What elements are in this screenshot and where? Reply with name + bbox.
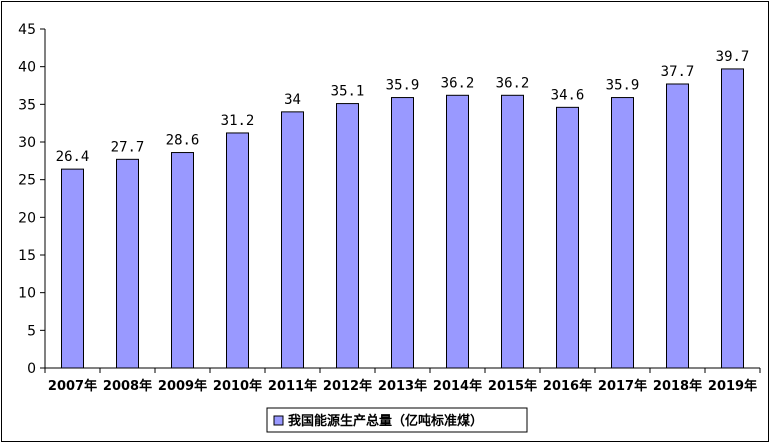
bar-2011年[interactable] <box>281 111 304 369</box>
x-tick-label: 2013年 <box>378 378 427 394</box>
data-label: 39.7 <box>716 49 750 65</box>
bar-2015年[interactable] <box>501 94 524 369</box>
bar-2019年[interactable] <box>721 68 744 369</box>
x-tick-label: 2017年 <box>598 378 647 394</box>
y-tick-label: 15 <box>18 248 36 264</box>
legend-box <box>266 407 528 433</box>
y-tick-label: 10 <box>18 286 36 302</box>
y-tick-label: 25 <box>18 173 36 189</box>
x-tick-label: 2011年 <box>268 378 317 394</box>
bar-2016年[interactable] <box>556 106 579 369</box>
y-tick-label: 0 <box>27 361 36 377</box>
data-label: 34.6 <box>551 87 585 103</box>
bar-2014年[interactable] <box>446 94 469 369</box>
x-tick-label: 2019年 <box>708 378 757 394</box>
bar-2013年[interactable] <box>391 97 414 369</box>
bar-2007年[interactable] <box>61 168 84 369</box>
data-label: 36.2 <box>441 75 475 91</box>
data-label: 36.2 <box>496 75 530 91</box>
y-tick-label: 20 <box>18 210 36 226</box>
bar-2012年[interactable] <box>336 103 359 369</box>
x-tick-label: 2009年 <box>158 378 207 394</box>
data-label: 27.7 <box>111 139 145 155</box>
legend-label: 我国能源生产总量（亿吨标准煤） <box>288 413 483 429</box>
x-tick-label: 2010年 <box>213 378 262 394</box>
bar-2009年[interactable] <box>171 152 194 369</box>
x-tick-label: 2015年 <box>488 378 537 394</box>
x-tick-label: 2008年 <box>103 378 152 394</box>
data-label: 35.1 <box>331 84 365 100</box>
data-label: 37.7 <box>661 64 695 80</box>
data-label: 35.9 <box>386 78 420 94</box>
y-tick-label: 30 <box>18 135 36 151</box>
bar-2018年[interactable] <box>666 83 689 369</box>
data-label: 31.2 <box>221 113 255 129</box>
x-tick-label: 2012年 <box>323 378 372 394</box>
x-tick-label: 2007年 <box>48 378 97 394</box>
data-label: 28.6 <box>166 133 200 149</box>
y-tick-label: 40 <box>18 60 36 76</box>
bar-2010年[interactable] <box>226 132 249 369</box>
bar-2017年[interactable] <box>611 97 634 369</box>
y-tick-label: 5 <box>27 323 36 339</box>
data-label: 35.9 <box>606 78 640 94</box>
x-tick-label: 2016年 <box>543 378 592 394</box>
y-tick-label: 45 <box>18 22 36 38</box>
y-tick-label: 35 <box>18 97 36 113</box>
data-label: 34 <box>284 92 301 108</box>
data-label: 26.4 <box>56 149 90 165</box>
bar-2008年[interactable] <box>116 158 139 369</box>
x-tick-label: 2014年 <box>433 378 482 394</box>
x-tick-label: 2018年 <box>653 378 702 394</box>
legend-swatch <box>273 415 284 426</box>
